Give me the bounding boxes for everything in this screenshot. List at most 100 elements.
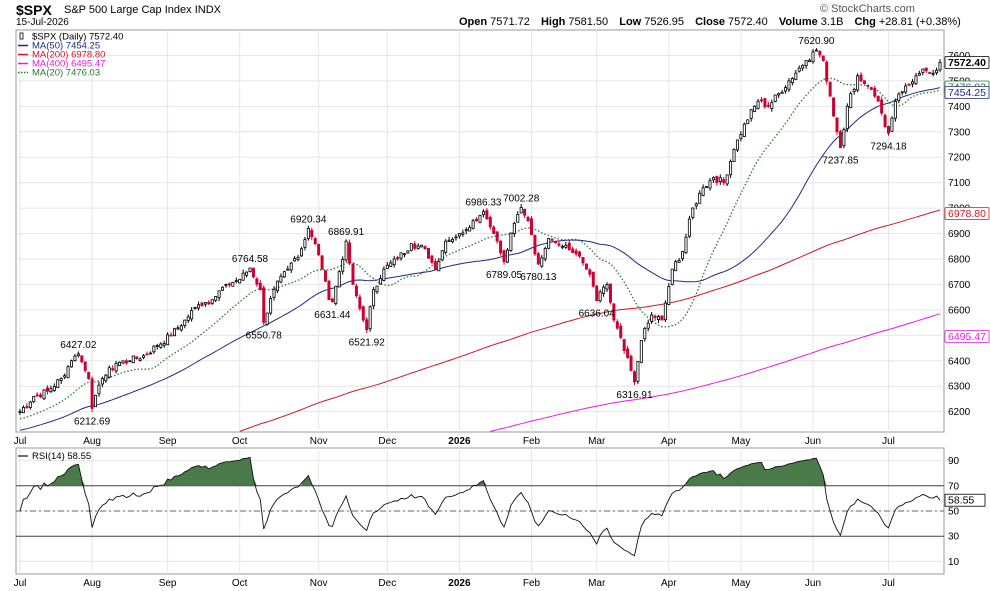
- candle: [687, 215, 691, 239]
- candle-body: [90, 378, 94, 409]
- candle-body: [749, 109, 753, 119]
- candle-body: [73, 355, 77, 362]
- candle-body: [330, 298, 334, 303]
- candle: [931, 69, 935, 77]
- candle: [94, 394, 98, 408]
- x-tick-label: Dec: [378, 436, 396, 447]
- candle-body: [97, 384, 101, 395]
- high-value: 7581.50: [568, 16, 609, 28]
- candle-body: [337, 271, 341, 288]
- candle-body: [564, 244, 568, 248]
- candle: [454, 234, 458, 241]
- candle-body: [650, 314, 654, 322]
- candle: [571, 246, 575, 253]
- symbol-title: $SPX: [16, 2, 52, 18]
- candle-body: [505, 249, 509, 263]
- x-tick-label: Nov: [310, 436, 328, 447]
- candle: [488, 215, 492, 230]
- candle: [811, 48, 815, 64]
- candle: [567, 239, 571, 251]
- candle-body: [286, 268, 290, 271]
- candle: [526, 215, 530, 222]
- price-panel: [15, 29, 945, 433]
- candle-body: [197, 304, 201, 309]
- candle: [87, 371, 91, 380]
- candle-body: [224, 284, 228, 286]
- candle-body: [440, 250, 444, 261]
- candle: [166, 332, 170, 346]
- candle: [413, 240, 417, 251]
- candle: [286, 265, 290, 271]
- candle: [32, 395, 36, 404]
- candle-body: [701, 187, 705, 196]
- candle: [245, 271, 249, 278]
- candle-body: [862, 80, 866, 85]
- candle-body: [790, 78, 794, 83]
- candle-body: [478, 214, 482, 223]
- candle: [317, 243, 321, 257]
- candle: [56, 378, 60, 389]
- candle-body: [454, 236, 458, 239]
- candle-body: [674, 261, 678, 272]
- candle: [756, 98, 760, 110]
- candle-body: [605, 284, 609, 290]
- candle: [207, 300, 211, 306]
- candle-body: [282, 271, 286, 278]
- candle-body: [327, 280, 331, 301]
- candle-body: [880, 99, 884, 114]
- candle-body: [715, 176, 719, 184]
- price-annotation: 6316.91: [616, 390, 653, 401]
- candle-body: [272, 289, 276, 298]
- candle: [45, 385, 49, 395]
- candle: [722, 176, 726, 186]
- candle-body: [344, 240, 348, 261]
- x-tick-label: Oct: [232, 436, 248, 447]
- candle: [451, 237, 455, 244]
- candle: [238, 278, 242, 284]
- x-tick-label: Apr: [661, 578, 677, 589]
- candle-body: [529, 218, 533, 236]
- candle-body: [32, 395, 36, 403]
- candle-body: [265, 312, 269, 326]
- x-tick-label: Mar: [588, 578, 606, 589]
- candle-body: [49, 388, 53, 392]
- candle-body: [100, 378, 104, 385]
- candle: [90, 376, 94, 412]
- candle: [554, 241, 558, 244]
- candle: [653, 314, 657, 321]
- candle-body: [382, 268, 386, 281]
- x-tick-label: Jun: [805, 436, 821, 447]
- candle-body: [931, 72, 935, 75]
- candle: [873, 85, 877, 98]
- candle-body: [128, 360, 132, 363]
- candle-body: [80, 355, 84, 363]
- candle-body: [581, 257, 585, 264]
- candle-body: [255, 278, 259, 285]
- candle: [437, 257, 441, 272]
- candle: [794, 69, 798, 81]
- candle-body: [615, 321, 619, 329]
- candle-body: [200, 302, 204, 306]
- candle-body: [320, 255, 324, 270]
- candle-body: [296, 256, 300, 260]
- candle-body: [430, 255, 434, 263]
- price-candles: [18, 48, 942, 415]
- candle: [677, 258, 681, 263]
- candle: [705, 186, 709, 188]
- candle: [564, 241, 568, 250]
- candle-body: [907, 83, 911, 86]
- candle: [289, 261, 293, 273]
- y-tick-label: 6600: [948, 305, 971, 316]
- candle: [104, 374, 108, 383]
- candle: [83, 361, 87, 373]
- candle-body: [711, 177, 715, 181]
- candle-body: [543, 248, 547, 260]
- candle: [172, 327, 176, 337]
- candle: [763, 98, 767, 109]
- candle-body: [718, 177, 722, 182]
- candle: [787, 78, 791, 93]
- candle-body: [121, 360, 125, 364]
- candle-body: [670, 268, 674, 286]
- candle: [186, 314, 190, 324]
